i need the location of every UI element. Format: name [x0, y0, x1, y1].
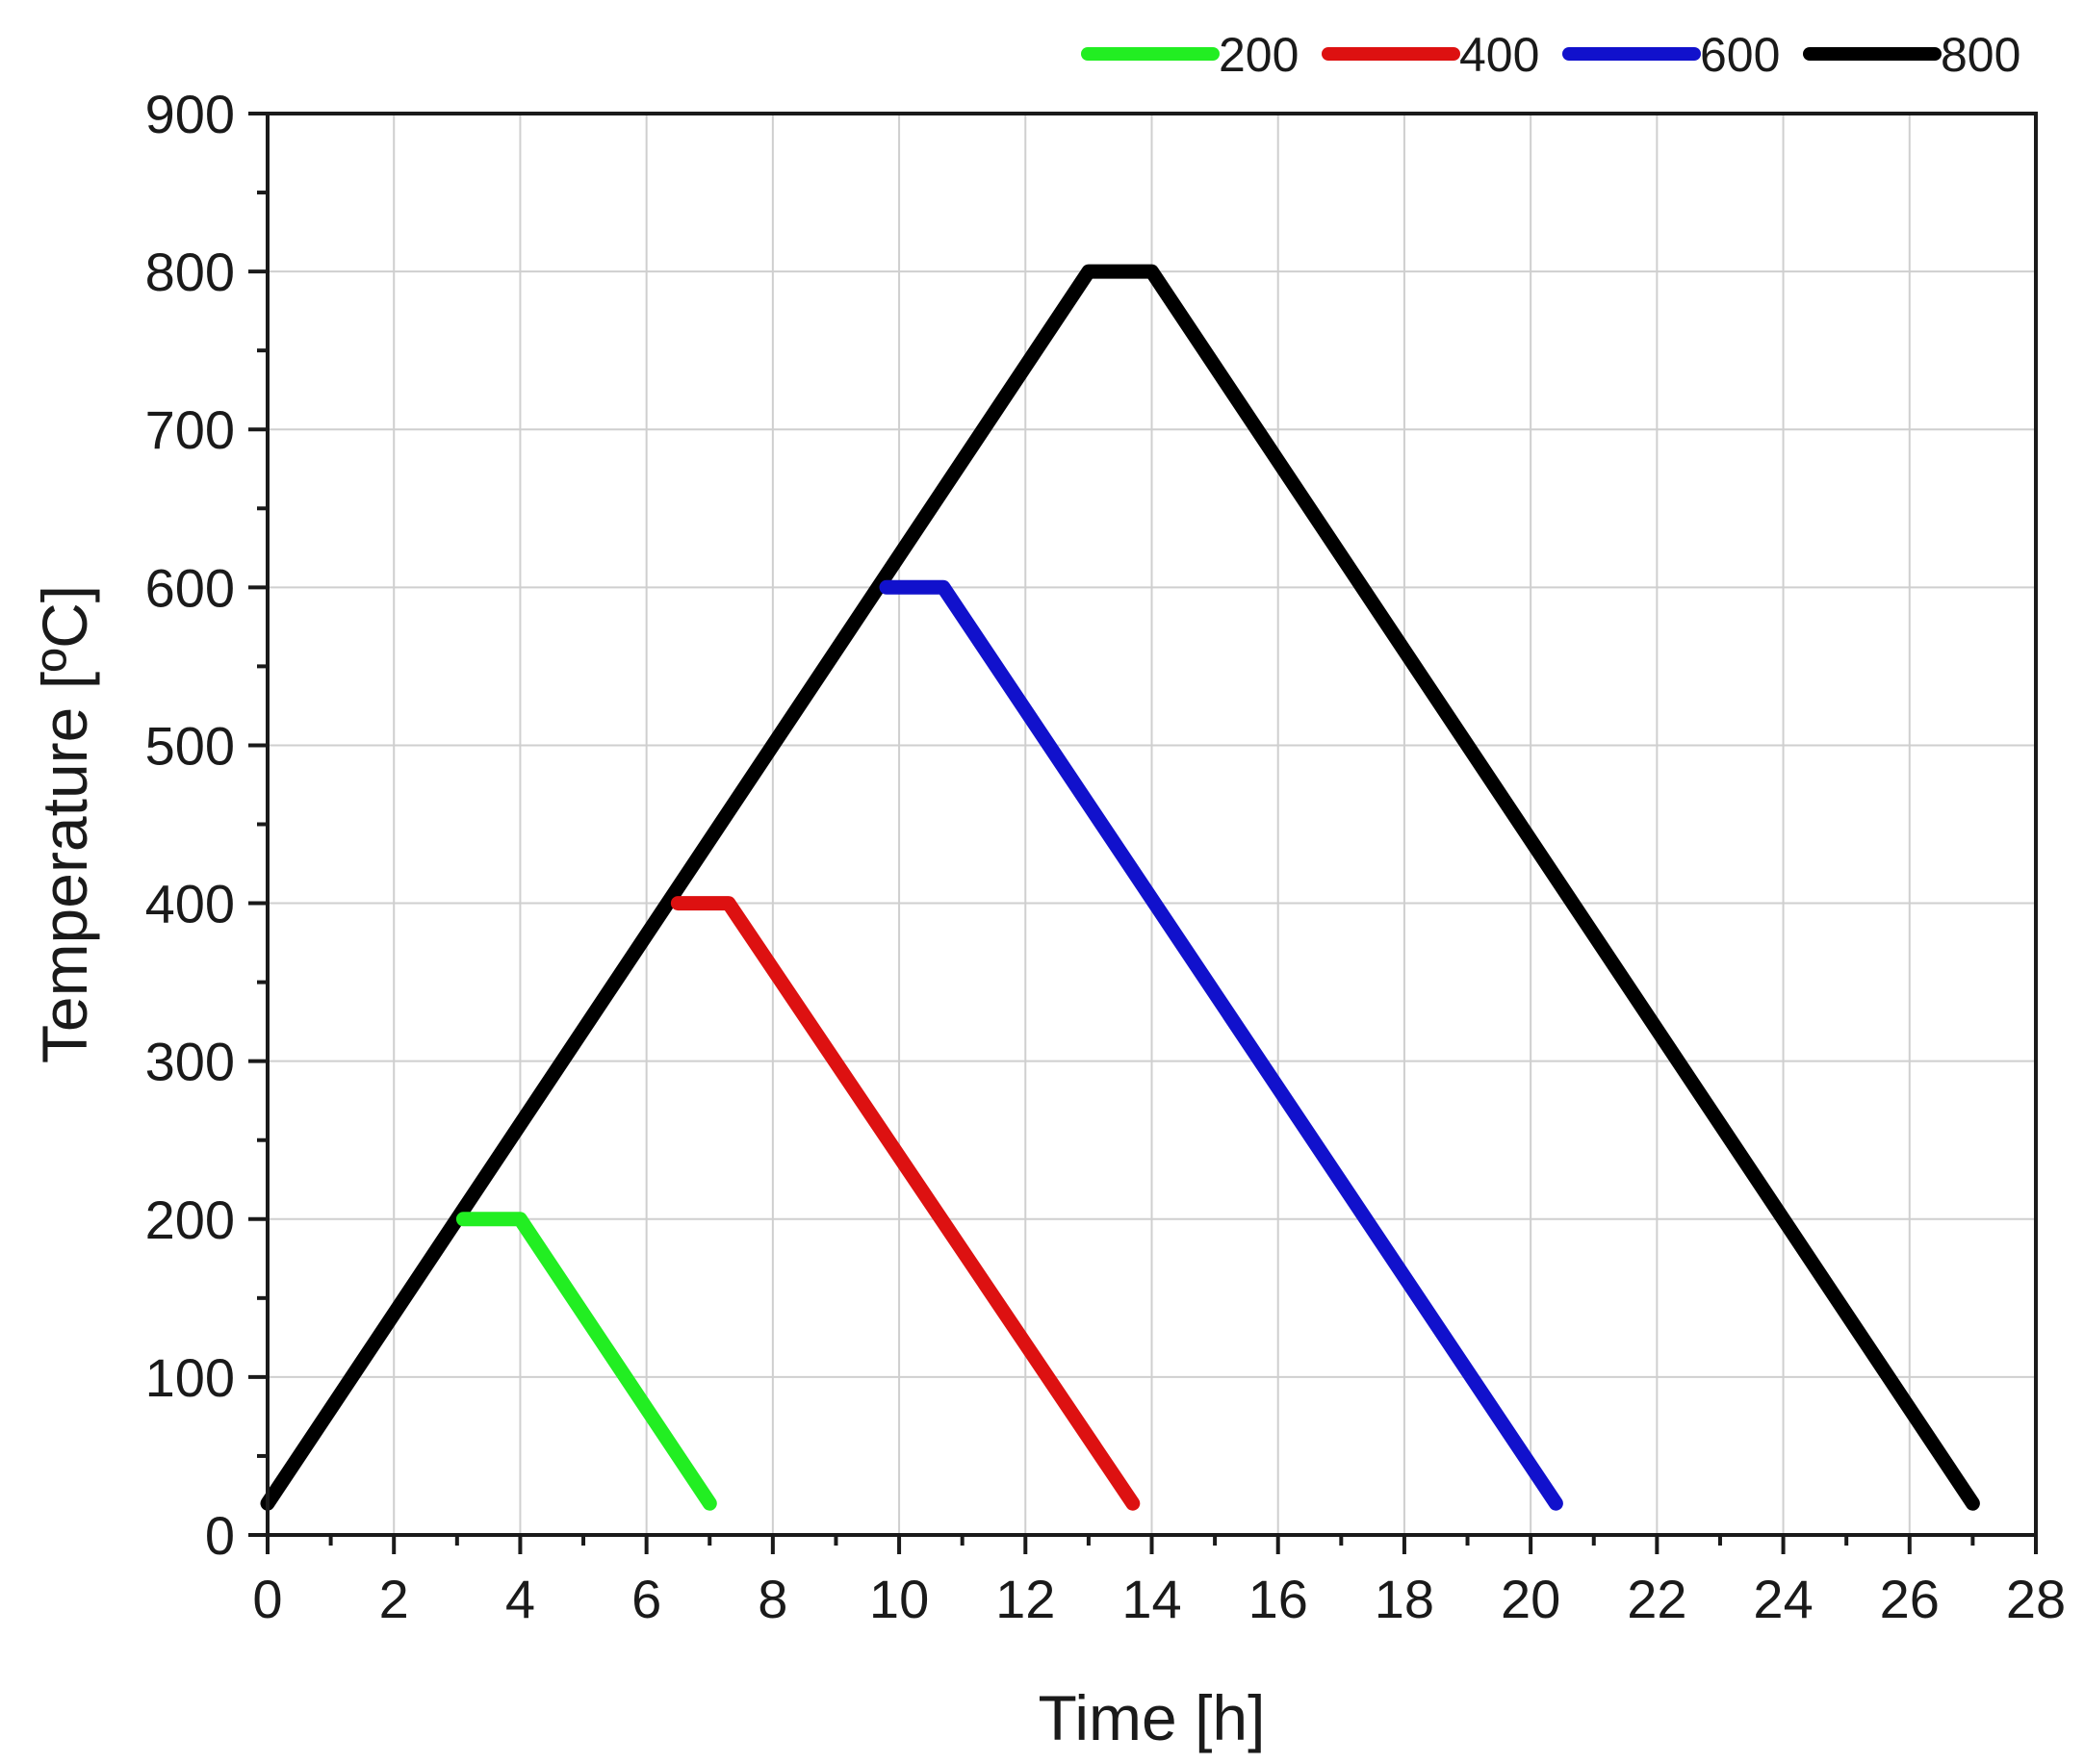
legend: 200 400 600 800 — [1081, 28, 2020, 82]
series-line-800 — [260, 264, 1980, 1511]
y-tick-label: 200 — [145, 1189, 235, 1250]
grid — [268, 114, 2036, 1535]
legend-label-200: 200 — [1219, 28, 1299, 82]
legend-label-600: 600 — [1700, 28, 1780, 82]
x-tick-label: 12 — [995, 1569, 1055, 1629]
y-tick-label: 400 — [145, 874, 235, 934]
y-tick-labels: 0 100 200 300 400 500 600 700 800 900 — [145, 84, 235, 1566]
x-tick-label: 16 — [1248, 1569, 1308, 1629]
x-tick-label: 28 — [2006, 1569, 2066, 1629]
x-tick-label: 6 — [631, 1569, 661, 1629]
y-tick-label: 500 — [145, 715, 235, 776]
x-tick-label: 18 — [1375, 1569, 1434, 1629]
y-tick-label: 700 — [145, 399, 235, 460]
series-line-600 — [879, 579, 1563, 1511]
x-tick-labels: 0 2 4 6 8 10 12 14 16 18 20 22 24 26 28 — [252, 1569, 2066, 1629]
y-axis-title: Temperature [ºC] — [29, 585, 100, 1063]
y-tick-label: 800 — [145, 242, 235, 302]
legend-label-800: 800 — [1941, 28, 2020, 82]
x-tick-label: 4 — [505, 1569, 535, 1629]
legend-label-400: 400 — [1459, 28, 1539, 82]
x-tick-label: 8 — [758, 1569, 787, 1629]
series-line-200 — [455, 1212, 717, 1511]
axis-ticks — [248, 112, 2038, 1554]
x-tick-label: 24 — [1753, 1569, 1813, 1629]
x-axis-title: Time [h] — [1039, 1682, 1266, 1753]
x-tick-label: 14 — [1121, 1569, 1181, 1629]
y-tick-label: 0 — [205, 1505, 235, 1566]
x-tick-label: 20 — [1501, 1569, 1560, 1629]
series-line-400 — [670, 896, 1141, 1511]
y-tick-label: 100 — [145, 1347, 235, 1408]
x-tick-label: 26 — [1880, 1569, 1940, 1629]
series-lines — [260, 264, 1980, 1511]
x-tick-label: 22 — [1627, 1569, 1686, 1629]
x-tick-label: 2 — [379, 1569, 409, 1629]
y-tick-label: 300 — [145, 1032, 235, 1092]
y-tick-label: 900 — [145, 84, 235, 144]
y-tick-label: 600 — [145, 557, 235, 618]
x-tick-label: 0 — [252, 1569, 282, 1629]
x-tick-label: 10 — [869, 1569, 929, 1629]
